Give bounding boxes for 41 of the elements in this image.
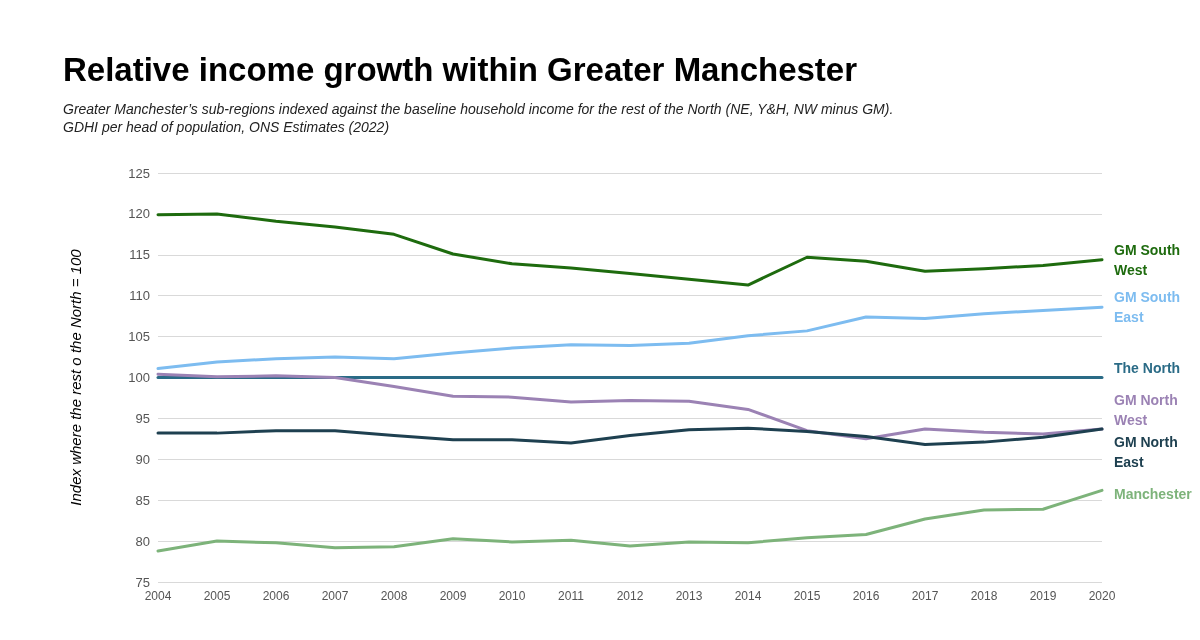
line-series (156, 212, 1104, 287)
x-tick-label: 2004 (144, 589, 172, 603)
x-tick-label: 2006 (262, 589, 290, 603)
series-label: The North (1114, 360, 1181, 377)
y-tick-label: 110 (129, 288, 150, 304)
y-tick-label: 125 (128, 165, 150, 181)
x-tick-label: 2014 (734, 589, 762, 603)
x-tick-label: 2017 (911, 589, 939, 603)
x-tick-label: 2010 (498, 589, 526, 603)
x-tick-label: 2019 (1029, 589, 1057, 603)
y-tick-label: 115 (129, 247, 150, 263)
series-label: GM South East (1114, 289, 1184, 326)
y-axis-title: Index where the rest o the North = 100 (67, 248, 84, 506)
series-label: GM North West (1114, 392, 1182, 429)
series-label: Manchester (1114, 486, 1193, 503)
x-tick-label: 2013 (675, 589, 703, 603)
x-tick-label: 2016 (852, 589, 880, 603)
y-tick-label: 120 (128, 206, 150, 222)
line-series (156, 488, 1104, 553)
y-tick-label: 100 (128, 370, 150, 385)
x-tick-label: 2009 (439, 589, 467, 603)
chart-title: Relative income growth within Greater Manchester (63, 51, 858, 88)
x-tick-label: 2020 (1088, 589, 1116, 603)
y-tick-label: 75 (135, 574, 150, 590)
y-tick-label: 90 (135, 451, 150, 467)
y-tick-label: 95 (135, 410, 150, 426)
y-tick-label: 80 (135, 533, 150, 549)
y-tick-label: 105 (128, 329, 150, 345)
line-series (156, 426, 1104, 447)
x-tick-label: 2012 (616, 589, 644, 603)
x-tick-label: 2005 (203, 589, 231, 603)
x-tick-label: 2008 (380, 589, 408, 603)
series-label: GM North East (1114, 434, 1182, 471)
x-tick-label: 2011 (558, 589, 585, 603)
chart-subtitle: Greater Manchester’s sub-regions indexed against the baseline household income for the rest of the North (NE, Y&H, NW minus GM). GDHI per head of population, ONS Estimates (2022) (63, 101, 894, 135)
line-series (156, 305, 1104, 370)
series-label: GM South West (1114, 241, 1184, 278)
x-tick-label: 2015 (793, 589, 821, 603)
x-tick-label: 2007 (321, 589, 349, 603)
x-tick-label: 2018 (970, 589, 998, 603)
y-tick-label: 85 (135, 492, 150, 508)
